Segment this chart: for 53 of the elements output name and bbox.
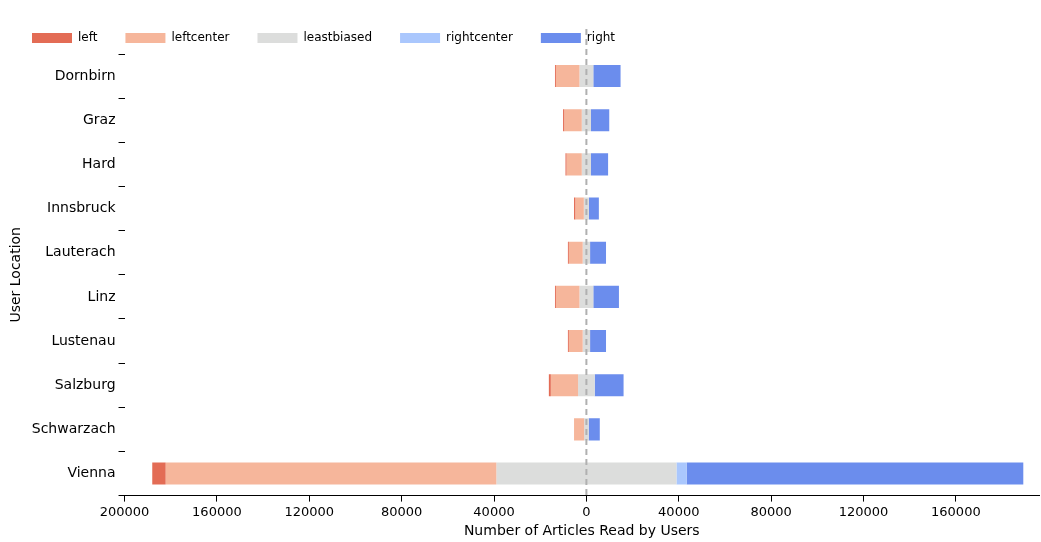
y-tick-label: Innsbruck [47, 199, 117, 216]
bar [594, 374, 624, 397]
bar [574, 418, 585, 441]
bar [588, 418, 600, 441]
bar [165, 462, 497, 485]
legend-label: left [78, 30, 98, 45]
bar [568, 241, 583, 264]
bar [550, 374, 579, 397]
bar [564, 109, 582, 132]
legend-label: leastbiased [303, 30, 373, 45]
legend-label: right [586, 30, 616, 45]
bar [555, 285, 580, 308]
bar [588, 197, 599, 220]
bar [590, 241, 607, 264]
bar [568, 330, 583, 353]
y-tick-label: Dornbirn [54, 66, 116, 83]
bar [591, 109, 610, 132]
x-tick-label: 160000 [931, 503, 981, 519]
x-tick-label: 40000 [658, 503, 700, 519]
legend-label: rightcenter [446, 30, 513, 45]
x-tick-label: 80000 [750, 503, 792, 519]
bar [579, 65, 594, 88]
bar [676, 462, 687, 485]
y-tick-label: Schwarzach [31, 420, 116, 436]
y-tick-label: Vienna [67, 464, 116, 481]
y-axis-title: User Location [7, 227, 24, 323]
x-tick-label: 0 [582, 503, 591, 519]
bar [593, 65, 621, 88]
y-tick-label: Lauterach [45, 243, 116, 260]
y-tick-label: Linz [87, 287, 116, 304]
x-tick-label: 120000 [838, 503, 889, 519]
bar [590, 330, 607, 353]
bar [578, 374, 595, 397]
y-tick-label: Graz [82, 110, 116, 127]
x-tick-label: 200000 [99, 503, 150, 519]
bar [591, 153, 609, 176]
y-tick-label: Salzburg [54, 375, 116, 392]
bar [579, 285, 594, 308]
x-tick-label: 120000 [284, 503, 335, 519]
legend-label: leftcenter [171, 30, 230, 45]
bar [575, 197, 584, 220]
bar [555, 65, 580, 88]
bar [152, 462, 166, 485]
bar [566, 153, 582, 176]
bar [686, 462, 1024, 485]
bar [496, 462, 677, 485]
x-tick-label: 160000 [192, 503, 242, 519]
x-axis-title: Number of Articles Read by Users [463, 522, 700, 539]
x-tick-label: 40000 [473, 503, 515, 519]
x-tick-label: 80000 [380, 503, 423, 519]
y-tick-label: Lustenau [51, 331, 116, 348]
bar [593, 285, 619, 308]
y-tick-label: Hard [82, 155, 116, 172]
